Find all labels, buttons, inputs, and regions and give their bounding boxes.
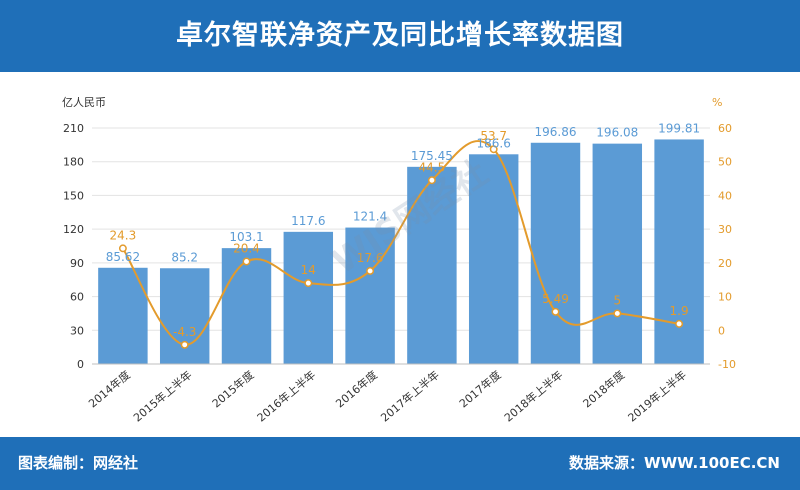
line-point [489, 145, 498, 154]
bar-value-label: 186.6 [477, 136, 511, 150]
line-value-label: 1.9 [670, 304, 689, 318]
chart-title: 卓尔智联净资产及同比增长率数据图 [176, 20, 624, 51]
bar-value-label: 103.1 [229, 230, 263, 244]
category-label: 2017年度 [456, 368, 503, 411]
line-point [613, 309, 622, 318]
line-point [242, 257, 251, 266]
category-label: 2016年度 [333, 368, 380, 411]
right-tick-label: 60 [718, 122, 732, 135]
chart-svg: 0 30 60 90 120 150 180 210 -10 0 10 20 30 40 50 60 亿人民币%… [62, 96, 736, 425]
bar [221, 248, 272, 364]
category-label: 2018年度 [580, 368, 627, 411]
line-value-label: 17.6 [357, 251, 384, 265]
category-label: 2015年上半年 [130, 368, 194, 425]
right-tick-label: 50 [718, 156, 732, 169]
line-value-label: 5.49 [542, 292, 569, 306]
category-label: 2014年度 [86, 368, 133, 411]
line-point [118, 244, 127, 253]
line-point [675, 319, 684, 328]
bar [98, 267, 148, 364]
line-value-label: 24.3 [110, 228, 137, 242]
right-axis-label: % [712, 96, 722, 109]
bar-value-label: 199.81 [658, 121, 700, 135]
bar [468, 154, 519, 364]
left-tick-label: 180 [63, 156, 84, 169]
footer-source: 数据来源：WWW.100EC.CN [569, 454, 780, 472]
category-label: 2018年上半年 [501, 368, 565, 425]
line-value-label: 44.5 [419, 160, 446, 174]
left-tick-label: 60 [70, 291, 84, 304]
bar [407, 166, 457, 364]
right-tick-label: 40 [718, 189, 732, 202]
line-point [366, 266, 375, 275]
bar [345, 227, 395, 364]
left-axis-label: 亿人民币 [62, 96, 106, 109]
right-tick-label: -10 [718, 358, 736, 371]
category-label: 2019年上半年 [625, 368, 689, 425]
bar-value-label: 85.2 [171, 250, 198, 264]
footer-bar: 图表编制：网经社 数据来源：WWW.100EC.CN [0, 437, 800, 490]
footer-credit: 图表编制：网经社 [18, 454, 139, 472]
line-point [180, 340, 189, 349]
bar [530, 142, 581, 364]
bar-value-label: 196.08 [596, 126, 638, 140]
growth-rate-line [122, 140, 680, 346]
bar-value-label: 196.86 [535, 125, 577, 139]
left-tick-label: 210 [63, 122, 84, 135]
bar [159, 268, 210, 364]
right-tick-label: 20 [718, 257, 732, 270]
left-tick-label: 90 [70, 257, 84, 270]
line-value-label: 5 [613, 293, 621, 307]
bar-value-label: 85.62 [106, 250, 140, 264]
bar-value-label: 117.6 [291, 214, 325, 228]
category-label: 2017年上半年 [378, 368, 442, 425]
category-label: 2016年上半年 [254, 368, 318, 425]
header-bar [0, 0, 800, 72]
line-value-label: 20.4 [233, 242, 260, 256]
line-point [304, 279, 313, 288]
line-point [551, 307, 560, 316]
right-tick-label: 30 [718, 223, 732, 236]
bar [654, 139, 704, 364]
left-tick-label: 150 [63, 189, 84, 202]
left-tick-label: 0 [77, 358, 84, 371]
left-tick-label: 30 [70, 324, 84, 337]
line-value-label: 53.7 [480, 129, 507, 143]
category-label: 2015年度 [209, 368, 256, 411]
right-tick-label: 10 [718, 291, 732, 304]
line-value-label: -4.3 [173, 325, 196, 339]
bar [592, 143, 643, 364]
line-point [427, 176, 436, 185]
left-tick-label: 120 [63, 223, 84, 236]
chart-area: 0 30 60 90 120 150 180 210 -10 0 10 20 30 40 50 60 亿人民币%… [0, 72, 800, 437]
line-value-label: 14 [301, 263, 316, 277]
right-tick-label: 0 [718, 324, 725, 337]
bar-value-label: 175.45 [411, 149, 453, 163]
bar-value-label: 121.4 [353, 210, 387, 224]
bar [283, 231, 334, 364]
